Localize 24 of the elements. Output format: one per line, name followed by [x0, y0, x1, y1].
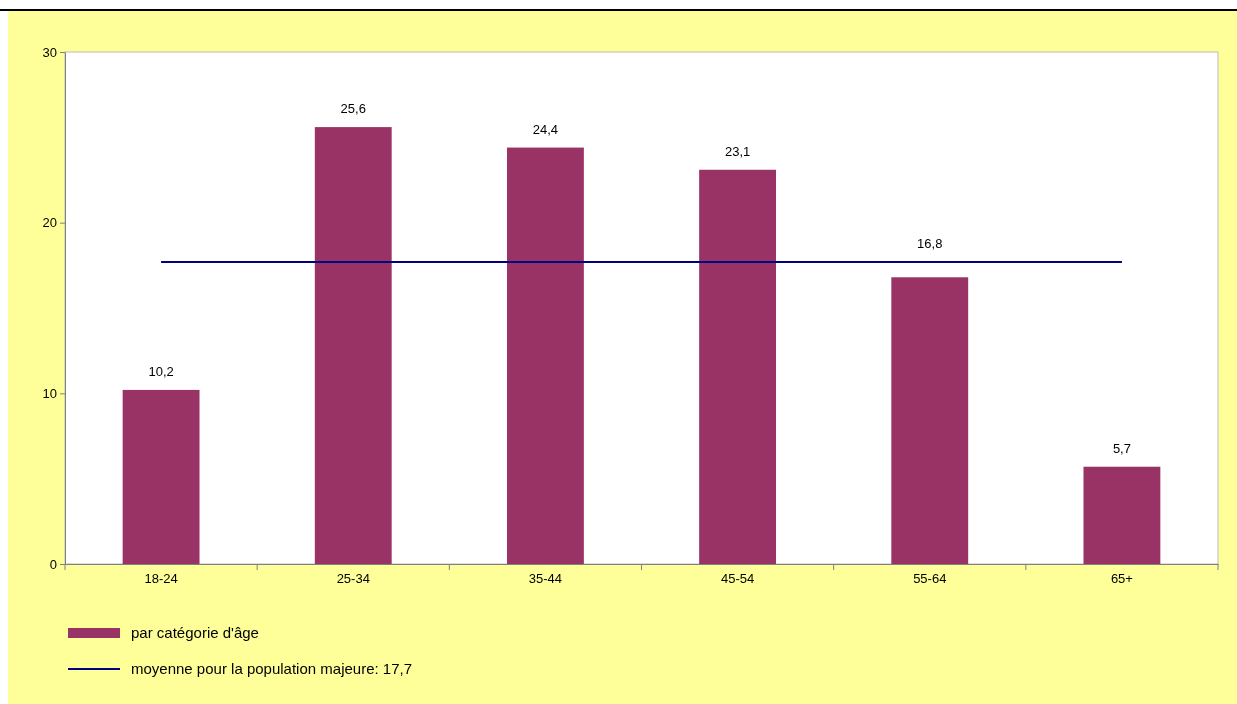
bar	[699, 169, 777, 564]
data-label: 5,7	[1112, 440, 1131, 456]
legend-label: par catégorie d'âge	[131, 624, 259, 641]
data-label: 23,1	[724, 143, 751, 159]
bar	[506, 147, 584, 564]
bar	[122, 389, 200, 564]
legend-label: moyenne pour la population majeure: 17,7	[131, 660, 413, 677]
x-tick-label: 18-24	[144, 571, 178, 587]
data-label: 25,6	[340, 101, 366, 117]
bar	[891, 277, 969, 564]
y-tick-label: 20	[42, 215, 57, 231]
x-tick-label: 65+	[1110, 571, 1133, 587]
data-label: 24,4	[532, 121, 559, 137]
bar	[1083, 466, 1161, 564]
bar	[314, 127, 392, 564]
x-tick-label: 45-54	[720, 571, 755, 587]
y-tick-label: 10	[42, 385, 57, 401]
y-tick-label: 0	[49, 556, 57, 572]
data-label: 16,8	[917, 235, 943, 251]
x-tick-label: 35-44	[528, 571, 563, 587]
data-label: 10,2	[148, 363, 174, 379]
x-tick-label: 55-64	[913, 571, 947, 587]
x-tick-label: 25-34	[336, 571, 370, 587]
y-tick-label: 30	[42, 44, 57, 60]
